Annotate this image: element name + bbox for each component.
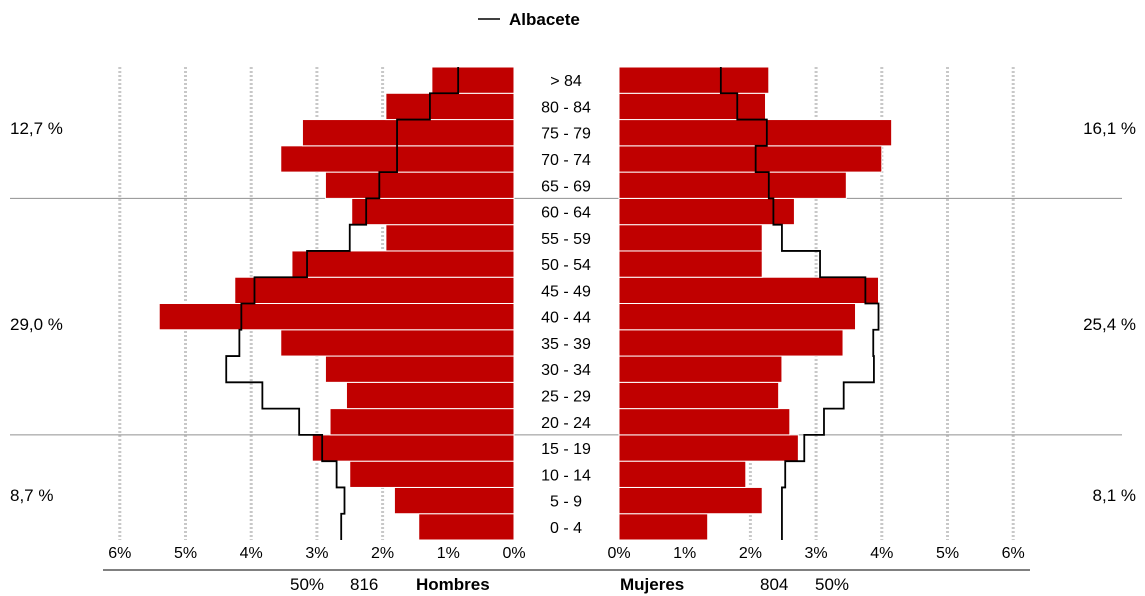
bar-right xyxy=(618,171,847,199)
category-label: 55 - 59 xyxy=(541,231,591,248)
bar-left xyxy=(393,486,515,515)
category-label: 35 - 39 xyxy=(541,336,591,353)
category-labels: 0 - 4 5 - 9 10 - 14 15 - 19 20 - 24 25 - 29 30… xyxy=(541,73,591,537)
tick-label-right: 4% xyxy=(870,545,893,562)
bar-right xyxy=(618,92,767,121)
reference-line xyxy=(225,67,880,540)
category-label: 40 - 44 xyxy=(541,310,591,327)
bars xyxy=(158,66,893,541)
bar-right xyxy=(618,276,880,305)
group-label-left: 12,7 % xyxy=(10,119,63,138)
bar-left xyxy=(329,408,515,436)
tick-label-right: 2% xyxy=(739,545,762,562)
legend: Albacete xyxy=(478,10,580,29)
bar-left xyxy=(158,303,515,331)
category-label: 60 - 64 xyxy=(541,205,591,222)
tick-label-left: 1% xyxy=(437,545,460,562)
tick-label-left: 6% xyxy=(108,545,131,562)
bar-right xyxy=(618,513,709,541)
category-label: 30 - 34 xyxy=(541,362,591,379)
bar-right xyxy=(618,381,780,410)
tick-labels: 0% 0% 1% 1% 2% 2% 3% 3% 4% 4% 5% 5% 6% 6% xyxy=(108,545,1025,562)
tick-label-right: 1% xyxy=(673,545,696,562)
group-label-right: 16,1 % xyxy=(1083,119,1136,138)
category-label: 10 - 14 xyxy=(541,467,591,484)
bar-left xyxy=(311,434,515,462)
category-label: 25 - 29 xyxy=(541,388,591,405)
group-label-left: 29,0 % xyxy=(10,315,63,334)
bar-right xyxy=(618,303,857,331)
group-dividers xyxy=(10,197,1122,436)
bar-left xyxy=(349,460,515,488)
bar-left xyxy=(418,513,515,541)
bar-right xyxy=(618,486,763,515)
footer-right-count: 804 xyxy=(760,575,788,594)
category-label: > 84 xyxy=(550,73,582,90)
category-label: 0 - 4 xyxy=(550,520,582,537)
footer-left-pct: 50% xyxy=(290,575,324,594)
group-label-left: 8,7 % xyxy=(10,486,53,505)
group-labels: 8,7 % 29,0 % 12,7 % 8,1 % 25,4 % 16,1 % xyxy=(10,119,1136,505)
bar-right xyxy=(618,408,791,436)
footer-right-pct: 50% xyxy=(815,575,849,594)
category-label: 75 - 79 xyxy=(541,126,591,143)
category-label: 15 - 19 xyxy=(541,441,591,458)
category-label: 45 - 49 xyxy=(541,283,591,300)
category-label: 80 - 84 xyxy=(541,99,591,116)
bar-right xyxy=(618,250,763,278)
bar-right xyxy=(618,197,795,226)
tick-label-left: 3% xyxy=(305,545,328,562)
bar-left xyxy=(431,66,515,94)
tick-label-left: 0% xyxy=(502,545,525,562)
footer-right-label: Mujeres xyxy=(620,575,684,594)
bar-right xyxy=(618,66,770,94)
bar-right xyxy=(618,119,893,147)
bar-left xyxy=(345,381,515,410)
footer: 50% 816 Hombres Mujeres 804 50% xyxy=(103,569,1030,594)
tick-label-left: 5% xyxy=(174,545,197,562)
bar-right xyxy=(618,355,783,383)
bar-right xyxy=(618,460,747,488)
bar-left xyxy=(234,276,515,305)
reference-line-left xyxy=(225,67,460,540)
category-label: 5 - 9 xyxy=(550,494,582,511)
bar-right xyxy=(618,145,883,173)
legend-label: Albacete xyxy=(509,10,580,29)
tick-label-right: 0% xyxy=(607,545,630,562)
group-label-right: 25,4 % xyxy=(1083,315,1136,334)
bar-left xyxy=(324,171,515,199)
tick-label-right: 3% xyxy=(805,545,828,562)
tick-label-right: 5% xyxy=(936,545,959,562)
bar-left xyxy=(385,92,515,121)
bar-left xyxy=(324,355,515,383)
reference-line-right xyxy=(719,67,880,540)
bar-left xyxy=(291,250,515,278)
bar-right xyxy=(618,434,799,462)
bar-left xyxy=(301,119,515,147)
bar-left xyxy=(351,197,515,226)
footer-left-label: Hombres xyxy=(416,575,490,594)
tick-label-left: 2% xyxy=(371,545,394,562)
group-label-right: 8,1 % xyxy=(1093,486,1136,505)
tick-label-left: 4% xyxy=(240,545,263,562)
footer-left-count: 816 xyxy=(350,575,378,594)
bar-left xyxy=(280,329,515,357)
bar-right xyxy=(618,224,763,252)
category-label: 70 - 74 xyxy=(541,152,591,169)
bar-right xyxy=(618,329,844,357)
category-label: 20 - 24 xyxy=(541,415,591,432)
tick-label-right: 6% xyxy=(1002,545,1025,562)
category-label: 50 - 54 xyxy=(541,257,591,274)
bar-left xyxy=(385,224,515,252)
category-label: 65 - 69 xyxy=(541,178,591,195)
